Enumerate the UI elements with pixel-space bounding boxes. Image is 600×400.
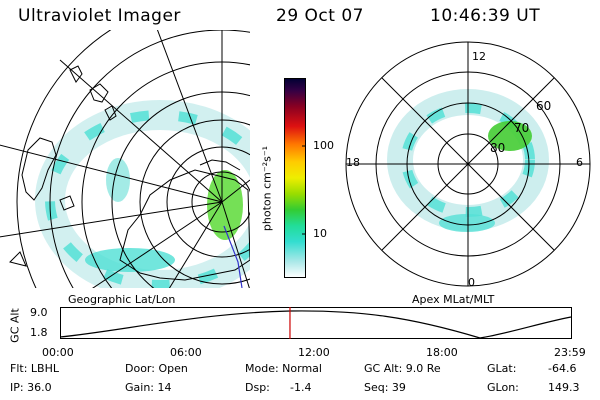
geographic-map-panel[interactable] (0, 30, 250, 288)
gc-alt-status: GC Alt: 9.0 Re (364, 362, 441, 375)
image-time: 10:46:39 UT (430, 6, 541, 26)
colorbar-label-10: 10 (313, 227, 327, 240)
glat-value: -64.6 (548, 362, 577, 375)
mlat-label-70: 70 (514, 121, 529, 135)
instrument-title: Ultraviolet Imager (18, 6, 181, 26)
timeline-xtick-0000: 00:00 (42, 346, 74, 359)
mlt-label-12: 12 (472, 50, 486, 63)
mlt-label-0: 0 (468, 276, 475, 288)
timeline-xtick-1200: 12:00 (298, 346, 330, 359)
colorbar-unit-label: photon cm⁻²s⁻¹ (260, 145, 274, 232)
glat-label: GLat: (487, 362, 517, 375)
geographic-panel-label: Geographic Lat/Lon (68, 293, 176, 306)
mlat-label-60: 60 (536, 99, 551, 113)
door-status: Door: Open (125, 362, 188, 375)
longitude-meridians (0, 30, 250, 288)
glon-value: 149.3 (548, 381, 580, 394)
apex-panel-label: Apex MLat/MLT (412, 293, 495, 306)
timeline-ylabel: GC Alt (8, 308, 22, 343)
dsp-label: Dsp: (245, 381, 270, 394)
mode-status: Mode: Normal (245, 362, 322, 375)
cross-track-line (223, 225, 243, 288)
mlt-meridians (346, 42, 590, 286)
colorbar (284, 78, 306, 278)
mlt-label-18: 18 (346, 156, 360, 169)
timeline-xtick-0600: 06:00 (170, 346, 202, 359)
filter-status: Flt: LBHL (10, 362, 59, 375)
timeline-xtick-1800: 18:00 (426, 346, 458, 359)
timeline-ytick-low: 1.8 (30, 326, 48, 339)
mlat-label-80: 80 (490, 141, 505, 155)
coastlines (9, 65, 250, 281)
gain-status: Gain: 14 (125, 381, 172, 394)
seq-status: Seq: 39 (364, 381, 406, 394)
mlt-label-6: 6 (576, 156, 583, 169)
colorbar-label-100: 100 (313, 139, 334, 152)
glon-label: GLon: (487, 381, 519, 394)
dsp-value: -1.4 (290, 381, 312, 394)
ip-status: IP: 36.0 (10, 381, 52, 394)
image-date: 29 Oct 07 (276, 6, 364, 26)
timeline-ytick-high: 9.0 (30, 306, 48, 319)
altitude-timeline[interactable] (60, 307, 572, 339)
apex-polar-panel[interactable]: 12 18 6 0 60 70 80 (342, 38, 592, 288)
timeline-xtick-2359: 23:59 (554, 346, 586, 359)
